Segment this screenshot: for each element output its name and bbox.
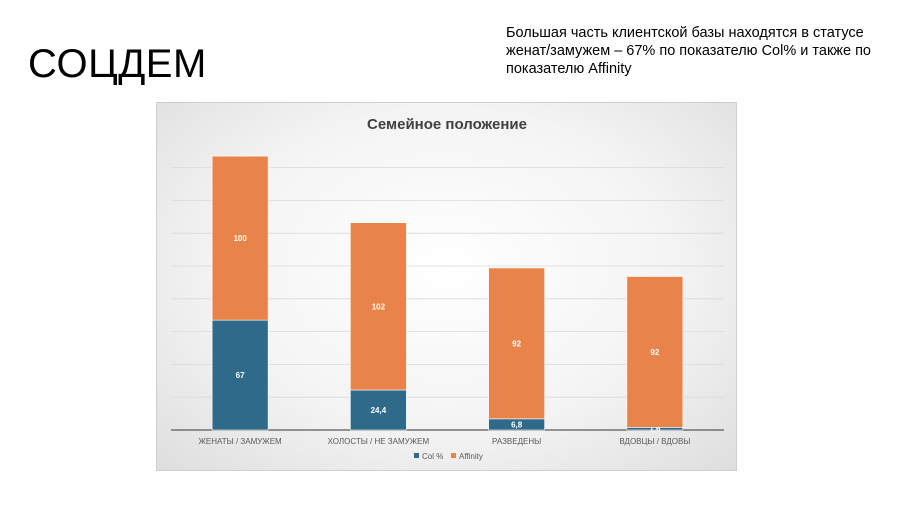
slide-note: Большая часть клиентской базы находятся … <box>506 25 871 77</box>
bar-affinity <box>350 222 407 391</box>
chart-title: Семейное положение <box>367 116 527 133</box>
chart-frame: Семейное положение 67 100 ЖЕНАТЫ / ЗАМУЖЕМ 2… <box>156 102 737 471</box>
bar-affinity <box>626 276 684 428</box>
category-label: ЖЕНАТЫ / ЗАМУЖЕМ <box>199 437 282 446</box>
category-label: ХОЛОСТЫ / НЕ ЗАМУЖЕМ <box>328 437 430 446</box>
data-label: 92 <box>650 348 659 357</box>
legend-label: Col % <box>422 452 443 461</box>
category-label: РАЗВЕДЕНЫ <box>492 437 541 446</box>
bar-colpct <box>350 389 407 431</box>
bar-affinity <box>211 155 269 321</box>
chart-svg: Семейное положение 67 100 ЖЕНАТЫ / ЗАМУЖЕМ 2… <box>171 116 724 461</box>
data-label: 100 <box>233 234 247 243</box>
category-label: ВДОВЦЫ / ВДОВЫ <box>619 437 690 446</box>
legend-swatch <box>414 453 419 458</box>
bar-colpct <box>211 319 269 431</box>
legend-swatch <box>451 453 456 458</box>
data-label: 102 <box>372 302 386 311</box>
data-label: 1,6 <box>649 425 661 434</box>
data-label: 6,8 <box>511 420 523 429</box>
bar-affinity <box>488 267 545 420</box>
data-label: 67 <box>236 371 245 380</box>
data-label: 24,4 <box>371 406 387 415</box>
slide-title: СОЦДЕМ <box>28 42 207 86</box>
data-label: 92 <box>512 339 521 348</box>
legend-label: Affinity <box>459 452 483 461</box>
